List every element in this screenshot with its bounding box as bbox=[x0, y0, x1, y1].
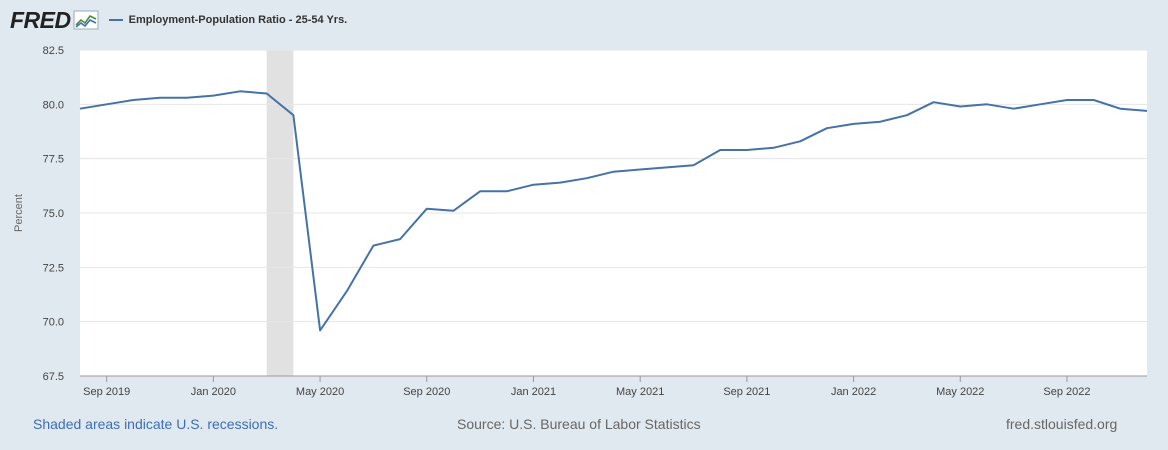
chart-header: FRED Employment-Population Ratio - 25-54… bbox=[10, 6, 347, 34]
data-point[interactable] bbox=[317, 327, 323, 333]
x-tick-label: Sep 2020 bbox=[403, 386, 450, 398]
data-point[interactable] bbox=[744, 147, 750, 153]
data-point[interactable] bbox=[957, 104, 963, 110]
data-point[interactable] bbox=[424, 206, 430, 212]
data-point[interactable] bbox=[1011, 106, 1017, 112]
y-tick-label: 72.5 bbox=[43, 262, 64, 274]
data-point[interactable] bbox=[904, 112, 910, 118]
x-tick-label: Sep 2021 bbox=[723, 386, 770, 398]
data-point[interactable] bbox=[717, 147, 723, 153]
y-tick-label: 80.0 bbox=[43, 99, 64, 111]
data-point[interactable] bbox=[1091, 97, 1097, 103]
data-point[interactable] bbox=[824, 125, 830, 131]
data-point[interactable] bbox=[264, 90, 270, 96]
data-point[interactable] bbox=[210, 93, 216, 99]
line-chart: 67.5 70.0 72.5 75.0 77.5 80.0 82.5 Sep 2019 Jan … bbox=[13, 45, 1150, 398]
legend-series-swatch bbox=[108, 19, 123, 21]
fred-logo[interactable]: FRED bbox=[10, 7, 99, 34]
data-point[interactable] bbox=[637, 167, 643, 173]
data-point[interactable] bbox=[157, 95, 163, 101]
chart-legend: Employment-Population Ratio - 25-54 Yrs. bbox=[108, 14, 348, 26]
data-point[interactable] bbox=[290, 112, 296, 118]
y-tick-label: 77.5 bbox=[43, 154, 64, 166]
y-tick-label: 70.0 bbox=[43, 317, 64, 329]
x-tick-label: Sep 2019 bbox=[83, 386, 130, 398]
data-point[interactable] bbox=[771, 145, 777, 151]
data-point[interactable] bbox=[1064, 97, 1070, 103]
x-tick-label: May 2021 bbox=[616, 386, 664, 398]
data-point[interactable] bbox=[450, 208, 456, 214]
x-tick-label: Sep 2022 bbox=[1043, 386, 1090, 398]
data-point[interactable] bbox=[397, 236, 403, 242]
line-chart-icon bbox=[73, 10, 99, 30]
data-point[interactable] bbox=[1117, 106, 1123, 112]
data-point[interactable] bbox=[237, 88, 243, 94]
series-line bbox=[79, 90, 1148, 332]
data-point[interactable] bbox=[370, 243, 376, 249]
data-point[interactable] bbox=[584, 175, 590, 181]
recession-note-link[interactable]: Shaded areas indicate U.S. recessions. bbox=[33, 416, 279, 432]
data-point[interactable] bbox=[797, 138, 803, 144]
data-point[interactable] bbox=[184, 95, 190, 101]
data-point[interactable] bbox=[77, 106, 83, 112]
y-tick-label: 75.0 bbox=[43, 208, 64, 220]
site-link[interactable]: fred.stlouisfed.org bbox=[1006, 416, 1118, 432]
data-point[interactable] bbox=[877, 119, 883, 125]
data-point[interactable] bbox=[851, 121, 857, 127]
data-point[interactable] bbox=[104, 101, 110, 107]
y-tick-label: 82.5 bbox=[43, 45, 64, 57]
data-point[interactable] bbox=[477, 188, 483, 194]
x-tick-label: May 2020 bbox=[296, 386, 344, 398]
source-note: Source: U.S. Bureau of Labor Statistics bbox=[457, 416, 701, 432]
data-point[interactable] bbox=[344, 288, 350, 294]
data-point[interactable] bbox=[1144, 108, 1150, 114]
y-axis-label: Percent bbox=[13, 194, 25, 232]
data-point[interactable] bbox=[130, 97, 136, 103]
x-tick-label: Jan 2020 bbox=[191, 386, 236, 398]
fred-logo-text: FRED bbox=[10, 6, 71, 33]
x-tick-label: May 2022 bbox=[936, 386, 984, 398]
data-point[interactable] bbox=[504, 188, 510, 194]
y-tick-label: 67.5 bbox=[43, 371, 64, 383]
x-tick-label: Jan 2022 bbox=[831, 386, 876, 398]
legend-series-label: Employment-Population Ratio - 25-54 Yrs. bbox=[128, 14, 348, 26]
x-tick-label: Jan 2021 bbox=[511, 386, 556, 398]
data-point[interactable] bbox=[1037, 101, 1043, 107]
data-point[interactable] bbox=[530, 182, 536, 188]
data-point[interactable] bbox=[611, 169, 617, 175]
data-point[interactable] bbox=[984, 101, 990, 107]
data-point[interactable] bbox=[931, 99, 937, 105]
data-point[interactable] bbox=[664, 164, 670, 170]
data-point[interactable] bbox=[691, 162, 697, 168]
data-point[interactable] bbox=[557, 180, 563, 186]
